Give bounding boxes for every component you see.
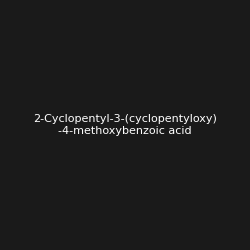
Text: 2-Cyclopentyl-3-(cyclopentyloxy)
-4-methoxybenzoic acid: 2-Cyclopentyl-3-(cyclopentyloxy) -4-meth… bbox=[33, 114, 217, 136]
